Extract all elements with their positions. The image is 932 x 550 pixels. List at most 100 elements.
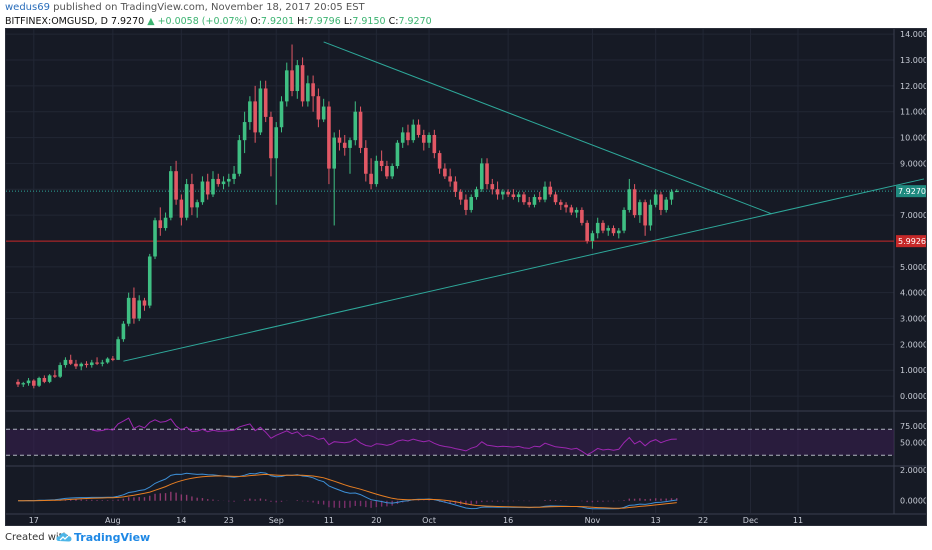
candle-body	[421, 134, 426, 143]
candle-body	[611, 228, 616, 234]
candle-body	[569, 207, 574, 213]
candle-body	[432, 134, 437, 154]
price-tick-label: 7.0000	[900, 211, 926, 220]
candle-body	[332, 137, 336, 169]
close-label: C:	[388, 16, 399, 27]
candle-body	[274, 127, 279, 159]
candle-body	[606, 228, 611, 231]
price-tick-label: 12.0000	[900, 82, 926, 91]
candle-body	[353, 111, 358, 141]
candle-body	[395, 142, 400, 167]
candle-body	[74, 363, 78, 367]
candle-body	[643, 202, 647, 226]
rsi-line	[91, 417, 677, 456]
publish-info: wedus69 published on TradingView.com, No…	[5, 2, 365, 13]
candle-body	[221, 181, 226, 185]
candle-body	[553, 194, 558, 203]
candle-body	[95, 362, 99, 364]
time-tick-label: 11	[793, 516, 803, 525]
macd-tick-label: 2.0000	[900, 466, 926, 475]
candle-body	[485, 163, 489, 185]
candle-body	[548, 186, 553, 195]
candle-body	[437, 153, 442, 169]
candle-body	[559, 202, 563, 205]
candle-body	[479, 163, 484, 190]
candle-body	[590, 233, 595, 241]
candle-body	[300, 65, 305, 102]
candle-body	[537, 197, 542, 200]
candle-body	[116, 339, 120, 360]
high-value: 7.9796	[307, 16, 341, 27]
candle-body	[669, 191, 674, 200]
candle-body	[674, 191, 679, 193]
candle-body	[100, 362, 105, 364]
open-value: 7.9201	[260, 16, 295, 27]
candle-body	[32, 380, 36, 386]
open-label: O:	[250, 16, 261, 27]
candle-body	[532, 197, 537, 205]
price-chart-svg[interactable]: 14.0000 13.0000 12.0000 11.0000 10.0000 9.000…	[6, 29, 926, 525]
candle-body	[516, 194, 521, 198]
price-tick-label: 11.0000	[900, 108, 926, 117]
chart-area[interactable]: 14.0000 13.0000 12.0000 11.0000 10.0000 9.000…	[5, 28, 927, 526]
candle-body	[195, 202, 199, 208]
candle-body	[501, 191, 505, 195]
low-label: L:	[343, 16, 353, 27]
time-tick-label: Oct	[422, 516, 436, 525]
candle-body	[68, 359, 73, 364]
candle-body	[216, 178, 221, 185]
candle-body	[374, 160, 379, 185]
candle-body	[543, 186, 547, 200]
candle-body	[126, 297, 131, 324]
candle-body	[495, 189, 500, 195]
candle-body	[42, 377, 47, 382]
candle-body	[311, 83, 315, 97]
candle-body	[406, 132, 410, 141]
candle-body	[632, 189, 637, 216]
published-text: published on TradingView.com, November 1…	[53, 2, 365, 13]
price-tick-label: 9.0000	[900, 159, 926, 168]
candle-body	[84, 363, 89, 366]
candle-body	[79, 363, 84, 367]
candle-body	[316, 96, 321, 120]
time-tick-label: 20	[371, 516, 381, 525]
last-price-label: 7.9270	[898, 187, 926, 196]
ascending-trendline	[123, 178, 925, 362]
candle-body	[58, 365, 62, 377]
footer: Created with TradingView	[0, 526, 932, 550]
support-price-label: 5.9926	[898, 237, 926, 246]
price-tick-label: 3.0000	[900, 315, 926, 324]
candle-body	[306, 83, 310, 102]
candle-body	[26, 380, 31, 384]
time-tick-label: 16	[503, 516, 513, 525]
price-tick-label: 14.0000	[900, 30, 926, 39]
candle-body	[242, 122, 247, 141]
candle-body	[648, 204, 653, 226]
candle-body	[627, 189, 632, 210]
candle-body	[227, 178, 231, 182]
candle-body	[601, 222, 605, 231]
candle-body	[379, 160, 384, 167]
candle-body	[664, 199, 669, 210]
username-link[interactable]: wedus69	[5, 2, 50, 13]
candle-body	[464, 199, 468, 210]
candle-body	[295, 65, 300, 92]
candle-body	[111, 358, 115, 360]
symbol-label[interactable]: BITFINEX:OMGUSD, D	[5, 16, 108, 27]
candle-body	[290, 70, 294, 92]
change-up-icon: ▲	[147, 16, 155, 27]
candle-body	[385, 166, 389, 177]
candle-body	[21, 383, 26, 385]
candle-body	[327, 106, 331, 169]
candle-body	[585, 222, 589, 241]
candle-body	[400, 132, 405, 143]
candle-body	[337, 137, 342, 143]
candle-body	[638, 202, 642, 216]
tradingview-brand[interactable]: TradingView	[74, 531, 151, 544]
candle-body	[348, 140, 352, 148]
candle-body	[342, 142, 347, 148]
candle-body	[659, 194, 663, 210]
candle-body	[190, 184, 194, 208]
chart-header: wedus69 published on TradingView.com, No…	[0, 0, 932, 28]
candle-body	[248, 101, 252, 123]
